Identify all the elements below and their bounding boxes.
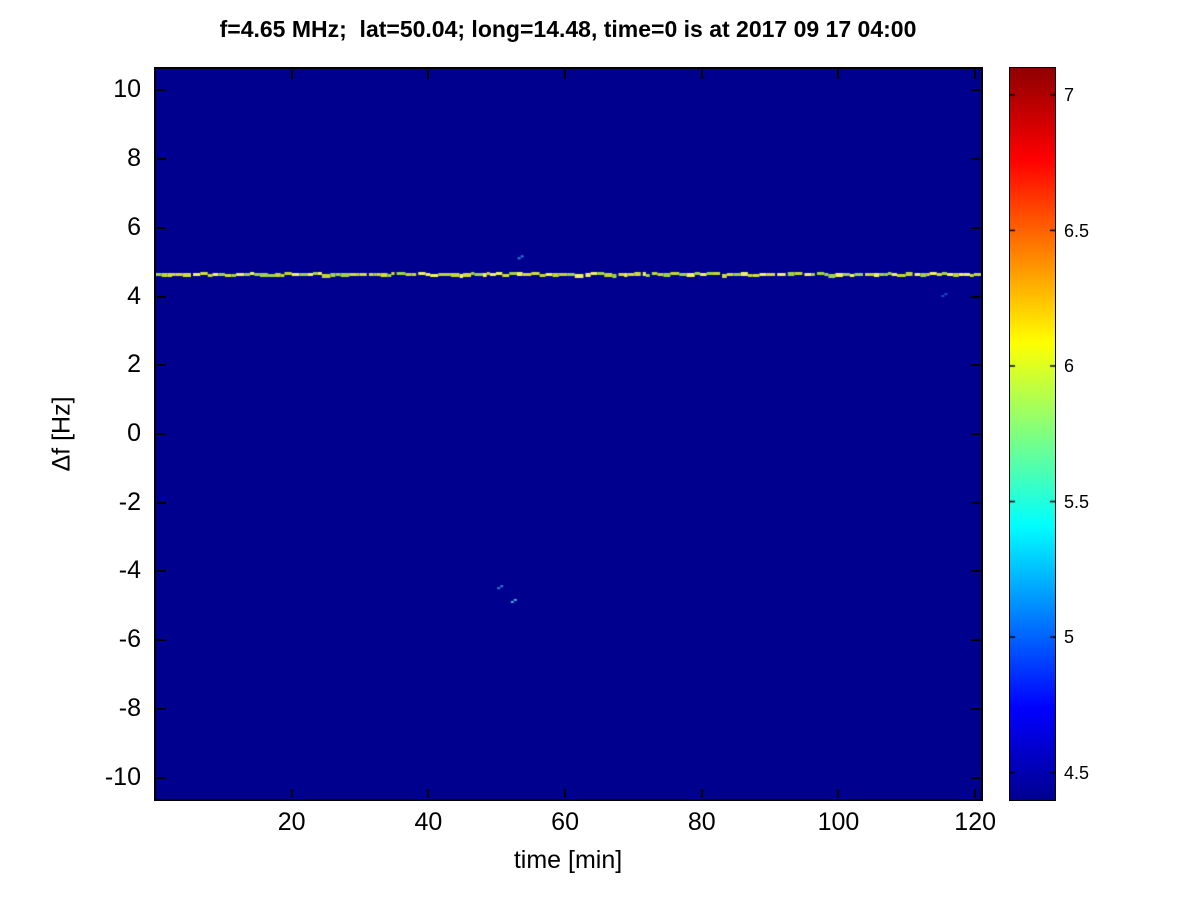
y-tick-mark-right: [971, 158, 980, 161]
x-tick-mark: [290, 789, 293, 798]
y-tick-mark-right: [971, 639, 980, 642]
x-tick-mark-top: [837, 70, 840, 79]
colorbar-tick-label: 5.5: [1064, 491, 1090, 512]
x-tick-mark-top: [427, 70, 430, 79]
y-tick-mark-right: [971, 570, 980, 573]
y-tick-label: -10: [104, 762, 141, 791]
x-tick-label: 20: [277, 808, 306, 836]
y-tick-mark: [157, 570, 166, 573]
y-tick-mark-right: [971, 776, 980, 779]
y-tick-mark: [157, 158, 166, 161]
chart-title: f=4.65 MHz; lat=50.04; long=14.48, time=…: [219, 16, 917, 42]
y-tick-mark: [157, 707, 166, 710]
x-tick-mark: [427, 789, 430, 798]
y-tick-mark-right: [971, 364, 980, 367]
x-tick-mark-top: [700, 70, 703, 79]
y-tick-mark: [157, 501, 166, 504]
y-tick-mark-right: [971, 295, 980, 298]
y-tick-mark-right: [971, 501, 980, 504]
y-tick-label: 6: [127, 212, 141, 241]
y-tick-label: 0: [127, 419, 141, 447]
y-tick-label: -8: [118, 693, 141, 722]
y-tick-mark: [157, 226, 166, 229]
x-tick-label: 80: [687, 808, 716, 836]
x-axis-label: time [min]: [513, 846, 623, 874]
x-tick-label: 60: [551, 808, 579, 836]
y-tick-label: 10: [113, 75, 141, 104]
y-tick-mark: [157, 776, 166, 779]
colorbar-tick-label: 6: [1064, 356, 1075, 377]
x-tick-mark-top: [974, 70, 977, 79]
y-tick-label: -6: [118, 625, 141, 654]
x-tick-label: 40: [414, 808, 443, 836]
colorbar-tick-label: 5: [1064, 627, 1075, 648]
x-tick-mark-top: [564, 70, 567, 79]
x-tick-mark: [837, 789, 840, 798]
y-tick-mark: [157, 639, 166, 642]
x-tick-label: 100: [817, 808, 860, 836]
colorbar-tick-label: 4.5: [1064, 762, 1090, 783]
y-tick-label: 2: [127, 350, 141, 379]
colorbar-tick-label: 7: [1064, 85, 1075, 106]
colorbar-canvas: [1010, 68, 1055, 800]
y-tick-mark-right: [971, 707, 980, 710]
x-tick-mark: [974, 789, 977, 798]
y-tick-mark: [157, 89, 166, 92]
x-tick-mark-top: [290, 70, 293, 79]
x-tick-mark: [700, 789, 703, 798]
y-tick-mark: [157, 364, 166, 367]
y-tick-label: 4: [127, 281, 141, 310]
y-tick-mark-right: [971, 226, 980, 229]
y-tick-mark-right: [971, 433, 980, 435]
y-tick-label: 8: [127, 144, 141, 173]
x-tick-label: 120: [954, 808, 997, 836]
x-tick-mark: [564, 789, 567, 798]
y-tick-label: -2: [118, 487, 141, 516]
y-tick-mark: [157, 295, 166, 298]
heatmap-canvas: [155, 68, 982, 800]
y-tick-mark: [157, 433, 166, 435]
y-tick-mark-right: [971, 89, 980, 92]
y-tick-label: -4: [118, 556, 141, 585]
colorbar-tick-label: 6.5: [1064, 220, 1090, 241]
